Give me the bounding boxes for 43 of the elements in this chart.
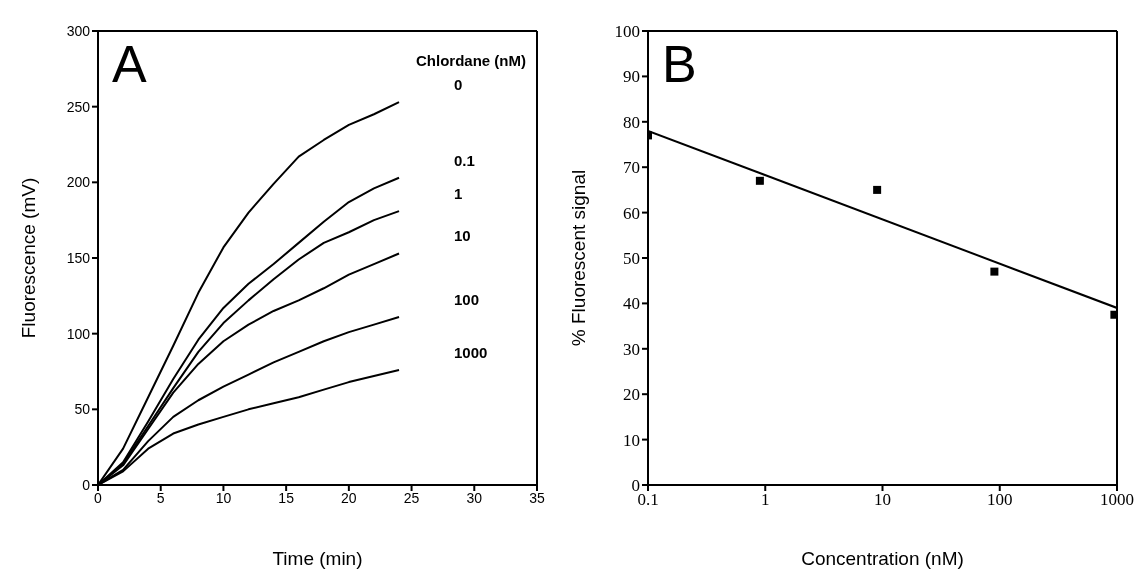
y-tick-label: 30 <box>623 339 640 359</box>
y-tick-label: 300 <box>66 22 91 39</box>
y-tick-label: 60 <box>623 203 640 223</box>
y-tick-label: 10 <box>623 430 640 450</box>
chart-title: B <box>662 35 697 93</box>
x-tick-label: 10 <box>215 489 232 506</box>
text: 0.1 <box>454 151 475 169</box>
y-axis-title: Fluorescence (mV) <box>17 177 39 339</box>
x-tick-label: 0.1 <box>637 490 659 510</box>
text: 1000 <box>454 343 488 361</box>
text: 100 <box>454 291 480 309</box>
y-tick-label: 50 <box>623 249 640 269</box>
x-axis-title: Time (min) <box>272 548 363 569</box>
y-tick-label: 50 <box>74 401 91 418</box>
chart-title: A <box>112 35 147 93</box>
x-tick-label: 1 <box>761 490 770 510</box>
y-tick-label: 100 <box>614 22 640 42</box>
text: 0 <box>454 76 463 94</box>
x-tick-label: 0 <box>94 489 103 506</box>
legend-title: Chlordane (nM) <box>416 52 526 69</box>
text: 10 <box>454 227 471 245</box>
x-tick-label: 30 <box>466 489 483 506</box>
x-tick-label: 25 <box>403 489 420 506</box>
y-tick-label: 150 <box>66 249 91 266</box>
x-tick-label: 5 <box>156 489 165 506</box>
y-tick-label: 0 <box>82 476 91 493</box>
x-tick-label: 15 <box>278 489 295 506</box>
x-tick-label: 10 <box>874 490 891 510</box>
x-axis-title: Concentration (nM) <box>801 548 964 569</box>
y-tick-label: 20 <box>623 385 640 405</box>
x-tick-label: 100 <box>987 490 1013 510</box>
y-tick-label: 200 <box>66 174 91 191</box>
x-tick-label: 1000 <box>1100 490 1134 510</box>
y-tick-label: 90 <box>623 67 640 87</box>
text: 1 <box>454 185 463 203</box>
y-tick-label: 70 <box>623 158 640 178</box>
y-tick-label: 250 <box>66 98 91 115</box>
y-tick-label: 40 <box>623 294 640 314</box>
y-axis-title: % Fluorescent signal <box>567 169 589 347</box>
y-tick-label: 100 <box>66 325 91 342</box>
y-tick-label: 80 <box>623 112 640 132</box>
x-tick-label: 35 <box>529 489 545 506</box>
x-tick-label: 20 <box>341 489 357 506</box>
